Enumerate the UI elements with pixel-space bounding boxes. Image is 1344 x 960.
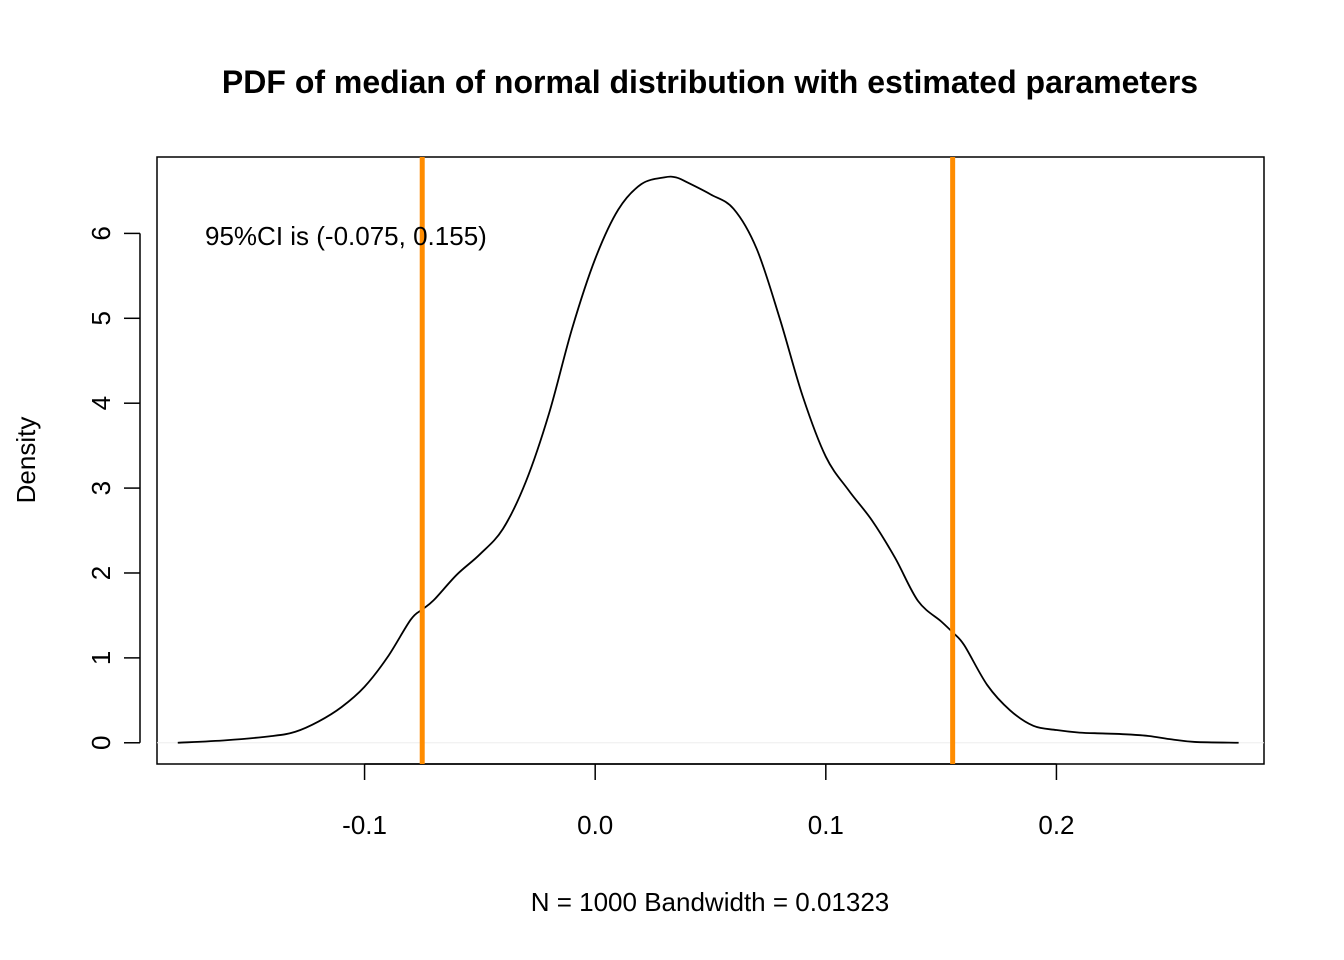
x-tick-label: 0.0: [577, 810, 613, 840]
y-axis: 0 1 2 3 4 5 6: [86, 226, 141, 750]
y-tick-label: 3: [86, 481, 116, 495]
y-tick-label: 1: [86, 651, 116, 665]
x-tick-label: 0.2: [1038, 810, 1074, 840]
y-axis-label: Density: [11, 417, 41, 504]
x-axis-label: N = 1000 Bandwidth = 0.01323: [531, 887, 890, 917]
y-tick-label: 5: [86, 311, 116, 325]
ci-lines: [419, 157, 956, 764]
density-curve: [177, 175, 1239, 744]
x-axis: -0.1 0.0 0.1 0.2: [342, 763, 1075, 840]
ci-annotation: 95%CI is (-0.075, 0.155): [205, 221, 487, 251]
y-tick-label: 4: [86, 396, 116, 410]
y-tick-label: 6: [86, 226, 116, 240]
x-tick-label: -0.1: [342, 810, 387, 840]
chart-title: PDF of median of normal distribution wit…: [222, 64, 1198, 100]
y-tick-label: 0: [86, 736, 116, 750]
y-tick-label: 2: [86, 566, 116, 580]
x-tick-label: 0.1: [808, 810, 844, 840]
